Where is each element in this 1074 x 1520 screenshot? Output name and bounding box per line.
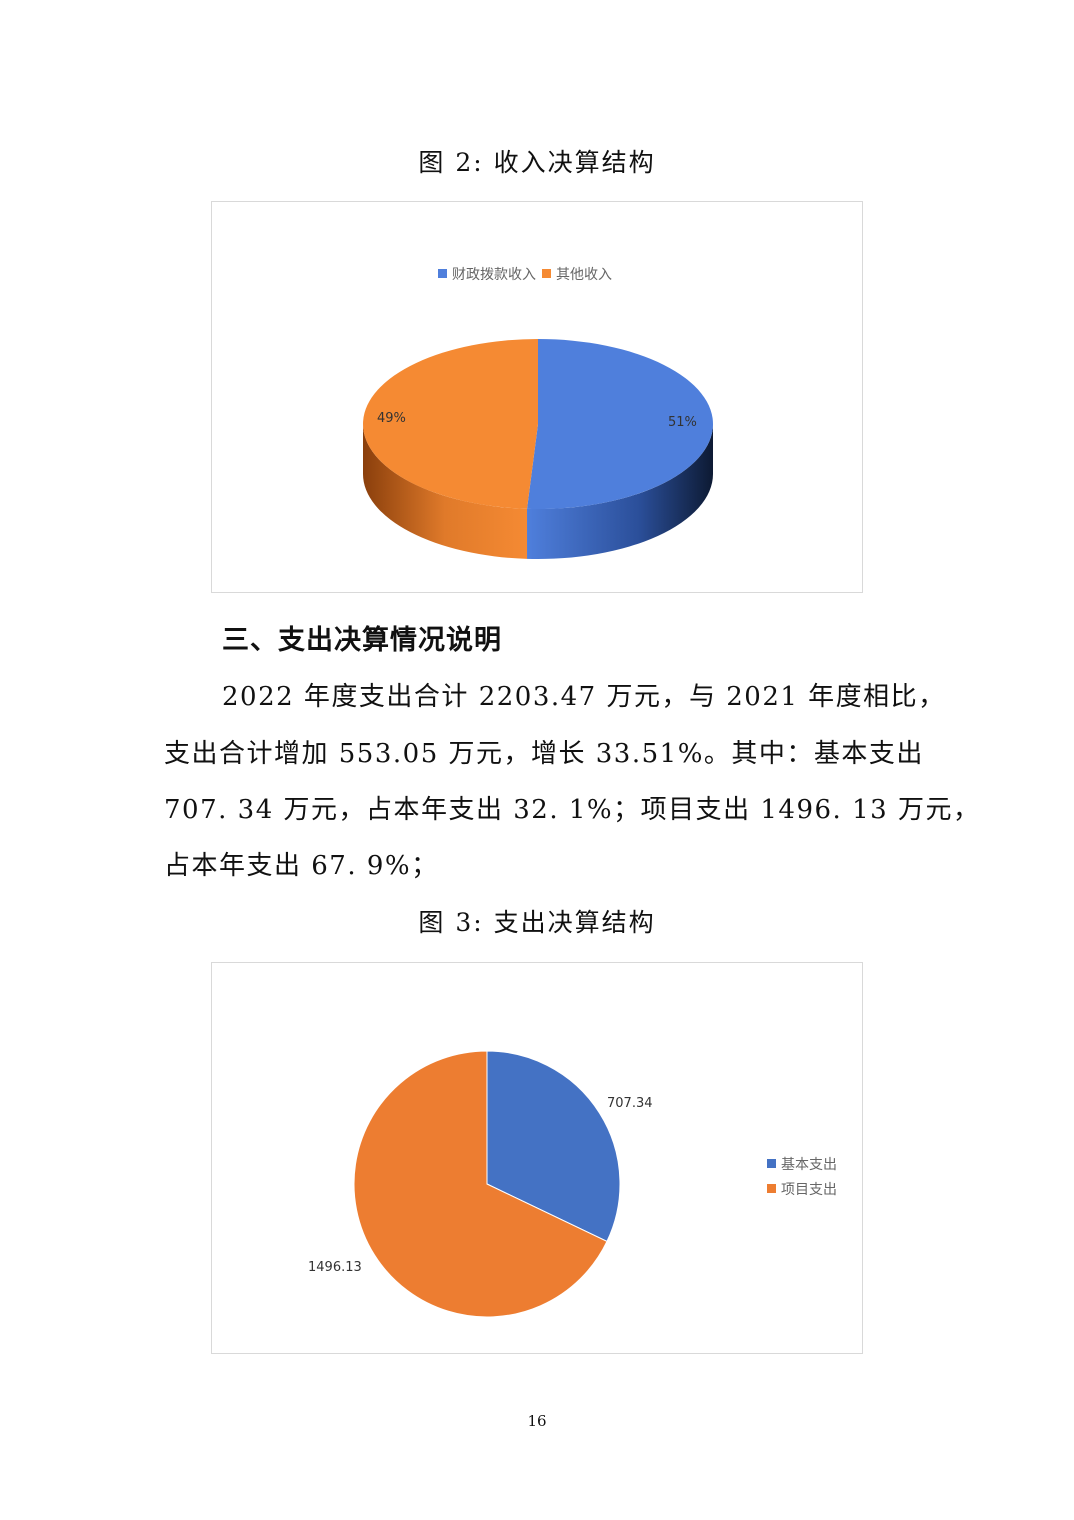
legend-label: 财政拨款收入 xyxy=(452,267,536,283)
data-label: 707.34 xyxy=(607,1096,653,1111)
legend-swatch xyxy=(438,269,447,278)
paragraph-line-4: 占本年支出 67. 9%； xyxy=(164,851,439,881)
legend-label: 基本支出 xyxy=(781,1156,837,1173)
data-label: 49% xyxy=(377,411,406,426)
paragraph-line-3: 707. 34 万元，占本年支出 32. 1%；项目支出 1496. 13 万元… xyxy=(164,795,981,825)
legend-swatch xyxy=(767,1159,776,1168)
legend-swatch xyxy=(767,1184,776,1193)
paragraph-line-2: 支出合计增加 553.05 万元，增长 33.51%。其中：基本支出 xyxy=(164,739,924,769)
data-label: 51% xyxy=(668,415,697,430)
expense-pie-svg: 707.34 基本支出 1496.13 项目支出 xyxy=(308,1050,837,1318)
figure-2-caption: 图 2: 收入决算结构 xyxy=(418,148,656,177)
slice-side-财政拨款收入 xyxy=(527,424,713,559)
legend-label: 项目支出 xyxy=(781,1182,837,1198)
income-pie-svg: 51% 49% 财政拨款收入 其他收入 xyxy=(363,267,714,559)
slice-基本支出 xyxy=(486,1050,621,1243)
data-label: 1496.13 xyxy=(308,1260,362,1275)
slice-其他收入 xyxy=(363,339,538,509)
expense-pie-chart: 707.34 基本支出 1496.13 项目支出 xyxy=(211,962,863,1354)
legend-label: 其他收入 xyxy=(556,267,612,283)
page-number: 16 xyxy=(527,1412,547,1430)
slice-side-其他收入 xyxy=(363,424,528,559)
section-heading: 三、支出决算情况说明 xyxy=(222,625,502,656)
income-pie-chart: 51% 49% 财政拨款收入 其他收入 xyxy=(211,201,863,593)
paragraph-line-1: 2022 年度支出合计 2203.47 万元，与 2021 年度相比， xyxy=(222,682,946,712)
slice-项目支出 xyxy=(353,1050,608,1318)
slice-财政拨款收入 xyxy=(527,339,714,509)
legend-swatch xyxy=(542,269,551,278)
figure-3-caption: 图 3: 支出决算结构 xyxy=(418,908,656,937)
